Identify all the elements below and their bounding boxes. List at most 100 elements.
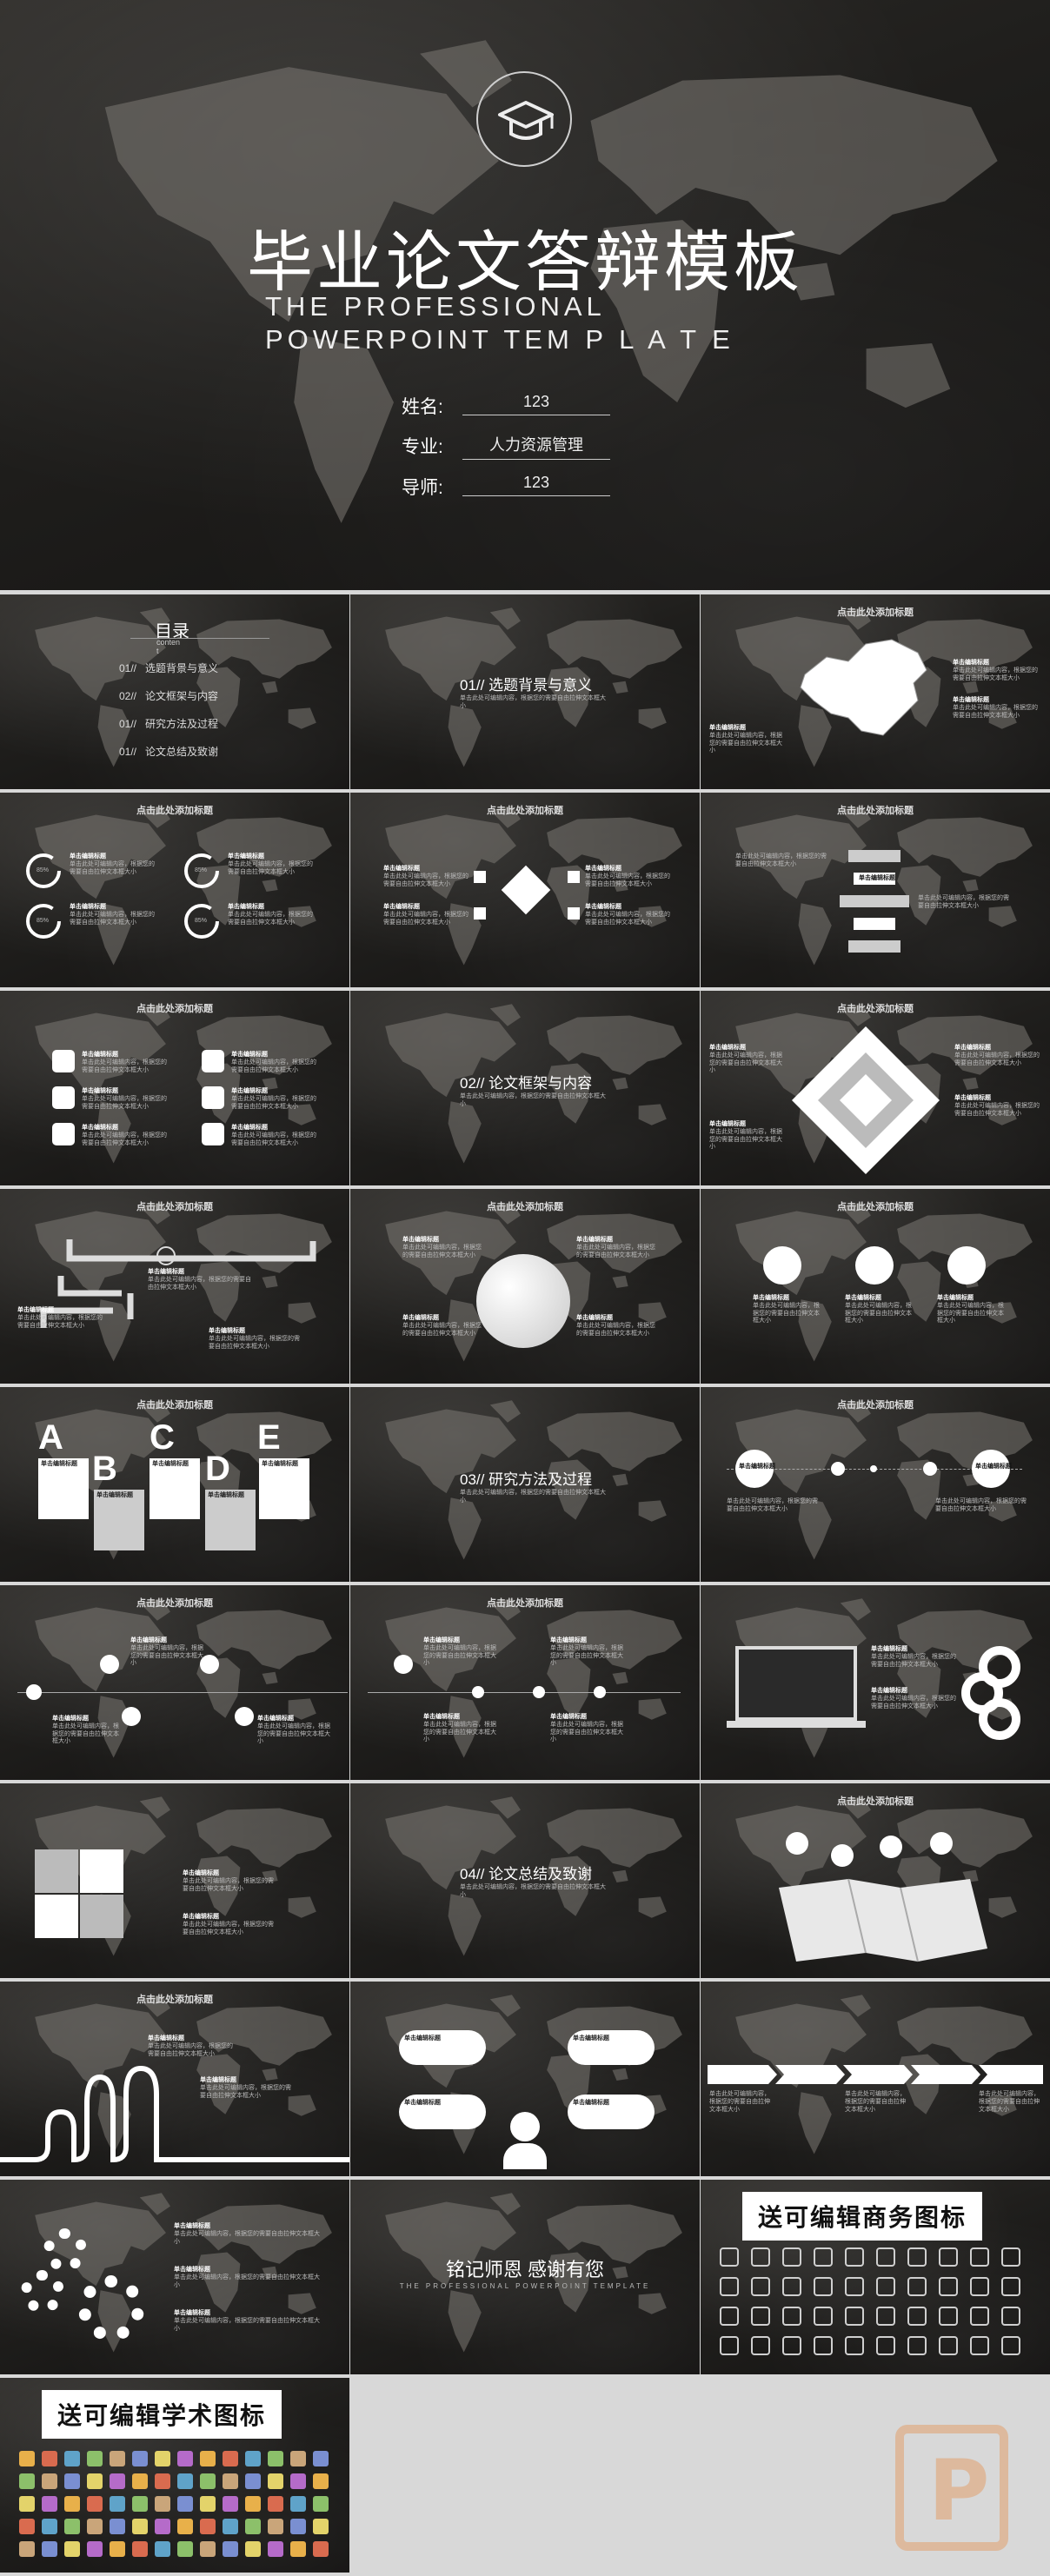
major-value[interactable]: 人力资源管理 <box>462 433 610 460</box>
letters-slide[interactable]: 点击此处添加标题 A B C D E 单击编辑标题 单击编辑标题 单击编辑标题 … <box>0 1387 349 1582</box>
pin-timeline-slide[interactable]: 点击此处添加标题 单击编辑标题 单击此处可编辑内容，根据您的需要自由拉伸文本框大小… <box>0 1585 349 1780</box>
text-block: 单击编辑标题 单击此处可编辑内容，根据您的需要自由拉伸文本框大小 <box>174 2310 320 2332</box>
cover-title: 毕业论文答辩模板 <box>247 223 803 301</box>
section-body: 单击此处可编辑内容，根据您的需要自由拉伸文本框大小 <box>460 1490 606 1504</box>
graduation-cap-icon <box>476 71 572 167</box>
world-map-background <box>35 1598 332 1758</box>
text-block: 单击编辑标题 单击此处可编辑内容，根据您的需要自由拉伸文本框大小 <box>231 1125 316 1146</box>
wave-path-graphic <box>0 2065 349 2163</box>
academic-icon <box>245 2519 261 2534</box>
text-block: 单击编辑标题 单击此处可编辑内容，根据您的需要自由拉伸文本框大小 <box>709 1045 782 1074</box>
section-2-slide[interactable]: 02// 论文框架与内容 单击此处可编辑内容，根据您的需要自由拉伸文本框大小 <box>350 991 700 1185</box>
academic-icon <box>42 2496 57 2512</box>
timeline-dot <box>26 1684 42 1700</box>
business-icon <box>970 2247 989 2267</box>
china-map-slide[interactable]: 点击此处添加标题 单击编辑标题 单击此处可编辑内容，根据您的需要自由拉伸文本框大小… <box>701 594 1050 789</box>
business-icon <box>907 2307 927 2326</box>
business-icon <box>1001 2277 1020 2296</box>
academic-icon <box>223 2541 238 2557</box>
cover-slide[interactable]: 毕业论文答辩模板 THE PROFESSIONAL POWERPOINT TEM… <box>0 0 1050 590</box>
quad-grid-slide[interactable]: 单击编辑标题 单击此处可编辑内容，根据您的需要自由拉伸文本框大小 单击编辑标题 单击… <box>0 1783 349 1978</box>
map-pins-slide[interactable]: 点击此处添加标题 <box>701 1783 1050 1978</box>
academic-icon <box>19 2519 35 2534</box>
business-icons-slide[interactable]: 送可编辑商务图标 <box>701 2180 1050 2374</box>
timeline-circles-slide[interactable]: 点击此处添加标题 单击编辑标题 单击编辑标题 单击此处可编辑内容，根据您的需要自… <box>701 1387 1050 1582</box>
text-block: 单击编辑标题 单击此处可编辑内容，根据您的需要自由拉伸文本框大小 <box>576 1315 655 1337</box>
wave-line-slide[interactable]: 点击此处添加标题 单击编辑标题 单击此处可编辑内容，根据您的需要自由拉伸文本框大小… <box>0 1982 349 2176</box>
section-1-slide[interactable]: 01// 选题背景与意义 单击此处可编辑内容，根据您的需要自由拉伸文本框大小 <box>350 594 700 789</box>
text-block: 单击编辑标题 单击此处可编辑内容，根据您的需要自由拉伸文本框大小 <box>576 1237 655 1258</box>
text-block: 单击编辑标题 单击此处可编辑内容，根据您的需要自由拉伸文本框大小 <box>402 1315 482 1337</box>
bar-2 <box>854 873 895 885</box>
business-icon <box>845 2307 864 2326</box>
icon-list-slide[interactable]: 点击此处添加标题 单击编辑标题 单击此处可编辑内容，根据您的需要自由拉伸文本框大小… <box>0 991 349 1185</box>
timeline-dot <box>472 1686 484 1698</box>
stacked-bars-slide[interactable]: 点击此处添加标题 单击编辑标题 单击此处可编辑内容，根据您的需要自由拉伸文本框大… <box>701 793 1050 987</box>
advisor-value[interactable]: 123 <box>462 474 610 496</box>
percent-d: 85% <box>195 918 208 924</box>
toc-title-en: conten t <box>156 638 181 655</box>
slide-title: 点击此处添加标题 <box>837 1796 914 1807</box>
toc-item-2[interactable]: 02// 论文框架与内容 <box>119 688 218 703</box>
pin-marker <box>394 1655 413 1674</box>
text-block: 单击编辑标题 单击此处可编辑内容，根据您的需要自由拉伸文本框大小 <box>383 866 469 887</box>
section-heading: 01// 选题背景与意义 <box>460 673 592 694</box>
academic-icon <box>177 2496 193 2512</box>
academic-icon <box>110 2496 125 2512</box>
toc-slide[interactable]: 目录 conten t 01// 选题背景与意义 02// 论文框架与内容 01… <box>0 594 349 789</box>
bar-1 <box>848 850 900 862</box>
business-icon <box>1001 2307 1020 2326</box>
advisor-label: 导师: <box>402 478 443 498</box>
slide-title: 点击此处添加标题 <box>837 1400 914 1411</box>
text-block: 单击编辑标题 单击此处可编辑内容，根据您的需要自由拉伸文本框大小 <box>753 1295 820 1325</box>
gears-slide[interactable]: 单击编辑标题 单击此处可编辑内容，根据您的需要自由拉伸文本框大小 单击编辑标题 单击… <box>0 2180 349 2374</box>
thought-cloud: 单击编辑标题 <box>399 2095 486 2129</box>
academic-icons-slide[interactable]: 送可编辑学术图标 <box>0 2378 349 2573</box>
bullet-square <box>474 871 486 883</box>
timeline-dot <box>831 1462 845 1476</box>
chevron-diamond-slide[interactable]: 点击此处添加标题 单击编辑标题 单击此处可编辑内容，根据您的需要自由拉伸文本框大小… <box>701 991 1050 1185</box>
flow-arrows-slide[interactable]: 点击此处添加标题 单击编辑标题 单击此处可编辑内容，根据您的需要自由拉伸文本框大小… <box>0 1189 349 1384</box>
diamond-slide[interactable]: 点击此处添加标题 单击编辑标题 单击此处可编辑内容，根据您的需要自由拉伸文本框大小… <box>350 793 700 987</box>
academic-icon <box>290 2541 306 2557</box>
academic-icon <box>200 2541 216 2557</box>
slide-title: 点击此处添加标题 <box>487 1202 563 1212</box>
section-4-slide[interactable]: 04// 论文总结及致谢 单击此处可编辑内容，根据您的需要自由拉伸文本框大小 <box>350 1783 700 1978</box>
academic-icon <box>223 2496 238 2512</box>
section-label: 论文框架与内容 <box>488 1075 593 1092</box>
toc-item-1[interactable]: 01// 选题背景与意义 <box>119 661 218 675</box>
sphere-slide[interactable]: 点击此处添加标题 单击编辑标题 单击此处可编辑内容，根据您的需要自由拉伸文本框大小… <box>350 1189 700 1384</box>
name-value[interactable]: 123 <box>462 393 610 415</box>
section-3-slide[interactable]: 03// 研究方法及过程 单击此处可编辑内容，根据您的需要自由拉伸文本框大小 <box>350 1387 700 1582</box>
percent-c: 85% <box>37 918 50 924</box>
academic-icon <box>155 2451 170 2466</box>
laptop-slide[interactable]: 单击编辑标题 单击此处可编辑内容，根据您的需要自由拉伸文本框大小 单击编辑标题 单击… <box>701 1585 1050 1780</box>
text-block: 单击编辑标题 单击此处可编辑内容，根据您的需要自由拉伸文本框大小 <box>709 1121 782 1151</box>
arrow-steps-slide[interactable]: 单击此处可编辑内容，根据您的需要自由拉伸文本框大小 单击此处可编辑内容，根据您的… <box>701 1982 1050 2176</box>
academic-icon <box>313 2519 329 2534</box>
timeline-dot <box>923 1462 937 1476</box>
quad-tile <box>80 1895 123 1938</box>
letter-c: C <box>150 1418 175 1457</box>
academic-icon <box>200 2496 216 2512</box>
academic-icon <box>268 2541 283 2557</box>
text-block: 单击编辑标题 单击此处可编辑内容，根据您的需要自由拉伸文本框大小 <box>183 1914 274 1935</box>
three-circles-slide[interactable]: 点击此处添加标题 单击编辑标题 单击此处可编辑内容，根据您的需要自由拉伸文本框大小… <box>701 1189 1050 1384</box>
business-icon <box>751 2277 770 2296</box>
academic-icon <box>64 2451 80 2466</box>
academic-icon <box>268 2496 283 2512</box>
business-icon <box>876 2307 895 2326</box>
academic-icon <box>64 2519 80 2534</box>
closing-slide[interactable]: 铭记师恩 感谢有您 THE PROFESSIONAL POWERPOINT TE… <box>350 2180 700 2374</box>
letter-d: D <box>205 1450 230 1488</box>
pin-marker <box>235 1707 254 1726</box>
toc-item-3[interactable]: 01// 研究方法及过程 <box>119 716 218 731</box>
toc-item-4[interactable]: 01// 论文总结及致谢 <box>119 744 218 759</box>
chat-icon <box>52 1123 75 1145</box>
clouds-slide[interactable]: 单击编辑标题 单击编辑标题 单击编辑标题 单击编辑标题 <box>350 1982 700 2176</box>
card-d: 单击编辑标题 <box>205 1490 256 1550</box>
percent-slide[interactable]: 点击此处添加标题 85% 85% 85% 85% 单击编辑标题 单击此处可编辑内容… <box>0 793 349 987</box>
business-icon <box>751 2247 770 2267</box>
percent-a: 85% <box>37 867 50 873</box>
pin-timeline-2-slide[interactable]: 点击此处添加标题 单击编辑标题 单击此处可编辑内容，根据您的需要自由拉伸文本框大小… <box>350 1585 700 1780</box>
